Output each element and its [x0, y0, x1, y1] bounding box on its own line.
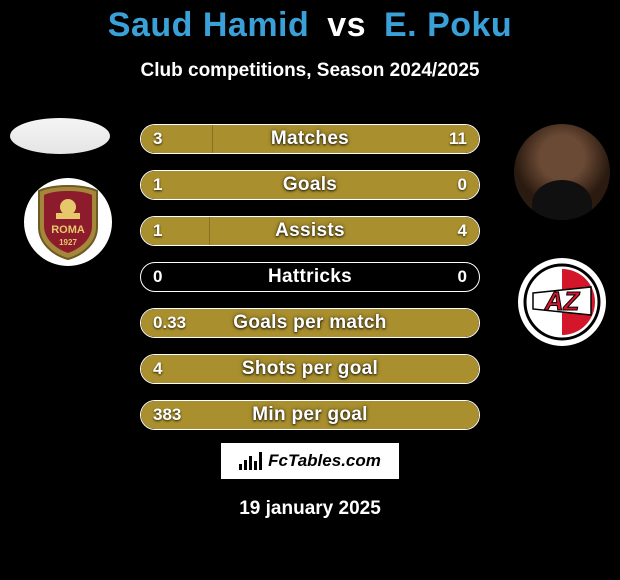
stat-value-left: 1: [153, 175, 162, 195]
roma-shield-icon: ROMA 1927: [33, 183, 103, 261]
stat-row: 4 Shots per goal: [140, 354, 480, 384]
chart-icon: [239, 452, 262, 470]
footer-site-text: FcTables.com: [268, 451, 381, 471]
az-badge-icon: AZ: [523, 263, 601, 341]
player1-photo: [10, 118, 110, 154]
stat-value-left: 0.33: [153, 313, 186, 333]
az-text: AZ: [544, 286, 581, 316]
stat-label: Assists: [275, 220, 345, 242]
footer-site-logo: FcTables.com: [220, 442, 400, 480]
player1-club-badge: ROMA 1927: [24, 178, 112, 266]
footer-date: 19 january 2025: [0, 498, 620, 520]
stat-row: 383 Min per goal: [140, 400, 480, 430]
stat-label: Goals: [283, 174, 337, 196]
stat-row: 0.33 Goals per match: [140, 308, 480, 338]
stat-value-right: 0: [458, 175, 467, 195]
title-player1: Saud Hamid: [108, 6, 309, 44]
stat-label: Min per goal: [252, 404, 368, 426]
stat-value-right: 4: [458, 221, 467, 241]
stat-row: 0 0 Hattricks: [140, 262, 480, 292]
stat-label: Shots per goal: [242, 358, 378, 380]
stat-value-left: 0: [153, 267, 162, 287]
stat-value-left: 1: [153, 221, 162, 241]
stat-value-left: 3: [153, 129, 162, 149]
stat-value-right: 0: [458, 267, 467, 287]
title-player2: E. Poku: [384, 6, 512, 44]
stat-row: 3 11 Matches: [140, 124, 480, 154]
stat-label: Goals per match: [233, 312, 386, 334]
stat-label: Hattricks: [268, 266, 352, 288]
stat-row: 1 4 Assists: [140, 216, 480, 246]
roma-year: 1927: [59, 238, 77, 247]
stat-value-left: 383: [153, 405, 181, 425]
title-vs: vs: [327, 6, 366, 44]
subtitle: Club competitions, Season 2024/2025: [0, 60, 620, 82]
title: Saud Hamid vs E. Poku: [0, 6, 620, 45]
stat-row: 1 0 Goals: [140, 170, 480, 200]
roma-text: ROMA: [51, 224, 85, 236]
player2-club-badge: AZ: [518, 258, 606, 346]
player2-photo: [514, 124, 610, 220]
stat-label: Matches: [271, 128, 349, 150]
stat-value-left: 4: [153, 359, 162, 379]
stat-value-right: 11: [449, 129, 467, 149]
